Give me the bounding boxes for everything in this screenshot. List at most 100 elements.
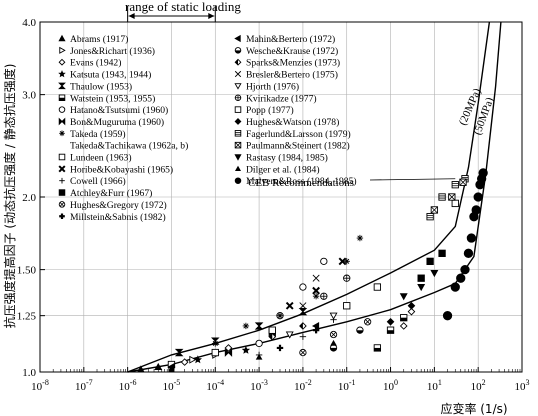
data-point [426,257,434,266]
x-tick-label: 10-5 [163,378,181,393]
ceb-pointer [369,178,456,181]
marker-fill [59,97,65,101]
legend-marker [234,83,242,90]
data-point [255,339,263,348]
legend-marker [234,165,242,171]
legend-label: Hjorth (1976) [246,81,299,92]
data-point [276,312,284,319]
legend-label: Dilger et al. (1984) [246,164,320,175]
legend-marker [58,58,66,66]
x-tick-label: 10-3 [250,378,268,393]
data-point [463,248,474,258]
data-point [276,344,284,352]
data-point [298,308,308,316]
data-point [242,322,250,330]
y-tick-label: 2.0 [22,192,36,204]
data-point [386,326,395,334]
marker-cross [235,94,241,101]
legend-label: Horibe&Kobayashi (1965) [70,164,173,175]
data-point [407,307,416,316]
data-point [285,331,294,339]
data-point [174,348,184,357]
data-point [356,326,364,334]
marker-cross [59,202,65,207]
legend-label: Bresler&Bertero (1975) [246,70,338,81]
data-point [473,192,483,202]
marker-lines [235,131,241,135]
data-point [299,283,307,291]
legend-label: Lundeen (1963) [70,153,132,164]
data-point [136,365,145,373]
legend-marker [59,177,65,184]
legend-label: Millstein&Sabnis (1982) [70,212,166,223]
x-axis-label: 应变率 (1/s) [440,401,507,416]
data-point [189,355,197,364]
data-point [343,302,351,310]
legend-label: Evans (1942) [70,58,121,69]
data-point [320,292,328,300]
data-point [312,274,320,282]
marker-fill [356,330,364,334]
marker-outline [451,181,459,189]
legend-label: Sparks&Menzies (1973) [246,58,340,69]
data-point [356,234,364,242]
legend-marker [59,213,65,220]
legend-label: Cowell (1966) [70,176,126,187]
legend-marker [234,34,241,43]
data-point [430,270,439,278]
data-point [268,332,277,341]
marker-cross [234,142,242,149]
marker-cross [343,274,350,282]
legend-marker [58,70,66,78]
legend-label: Mahin&Bertero (1972) [246,34,335,45]
legend-label: Abrams (1917) [70,34,128,45]
marker-fill [235,50,241,54]
range-arrow-head-right [208,13,215,19]
data-point [343,258,350,265]
x-tick-label: 10-4 [206,378,224,393]
data-point [329,330,338,339]
data-point [241,345,251,354]
data-point [299,302,307,310]
data-point [442,311,453,321]
data-point [285,301,294,310]
legend-marker [58,94,66,101]
data-point [312,293,320,300]
legend-label: Popp (1977) [246,105,294,116]
marker-lines [426,215,434,219]
data-point [450,282,460,292]
marker-cross [365,319,371,325]
data-point [329,312,338,320]
legend-marker [234,70,242,78]
legend-marker [58,189,66,196]
range-label: range of static loading [125,0,241,14]
data-point [417,284,426,292]
legend-marker [59,130,65,137]
data-point [399,293,408,301]
data-point [451,199,459,208]
data-point [438,193,446,201]
legend-label: Rastasy (1984, 1985) [246,153,328,164]
legend-label: Thaulow (1953) [70,81,132,92]
x-tick-label: 100 [383,378,398,393]
data-point [471,205,481,215]
legend-marker [234,106,242,113]
data-point [329,344,338,352]
x-tick-label: 101 [427,378,442,393]
y-tick-label: 3.0 [22,90,36,102]
legend-marker [58,117,66,126]
legend-label: Malvern&Ross (1984, 1985) [246,176,357,187]
legend-marker [234,154,242,161]
data-point [168,366,175,372]
legend-marker [58,165,66,173]
data-point [400,314,408,322]
x-tick-label: 10-2 [294,378,312,393]
legend-marker [58,106,66,113]
marker-outline [426,213,434,221]
data-point [180,358,189,366]
legend-marker [58,82,66,90]
marker-cross [331,332,337,338]
data-point [373,283,382,291]
legend-marker [59,46,66,54]
